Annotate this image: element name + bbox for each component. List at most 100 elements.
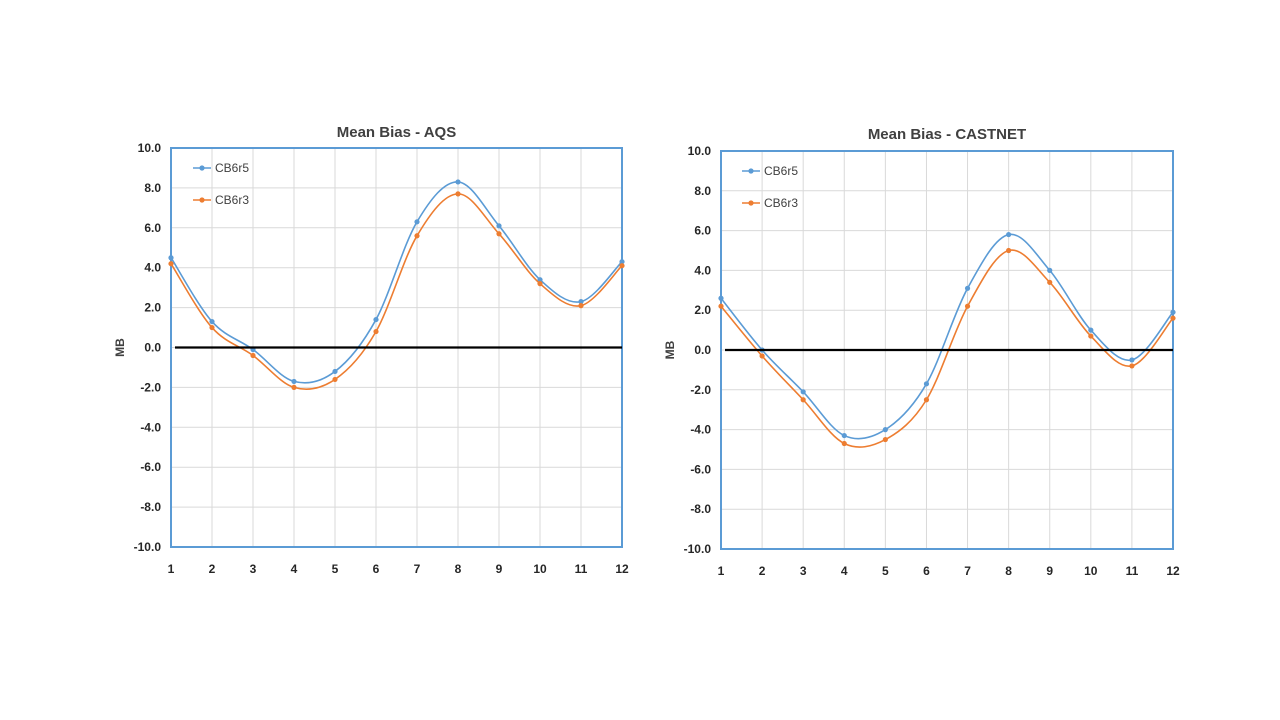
x-tick-label: 10 bbox=[1084, 564, 1098, 578]
y-tick-label: 6.0 bbox=[694, 224, 711, 238]
data-point bbox=[800, 397, 806, 403]
data-point bbox=[578, 299, 584, 305]
data-point bbox=[537, 281, 543, 287]
y-tick-label: 2.0 bbox=[144, 301, 161, 315]
x-tick-label: 9 bbox=[496, 562, 503, 576]
series-line-cb6r5 bbox=[720, 233, 1174, 440]
data-point bbox=[841, 440, 847, 447]
y-tick-label: 10.0 bbox=[688, 144, 712, 158]
y-tick-label: -8.0 bbox=[690, 502, 711, 516]
y-axis-label: MB bbox=[113, 338, 127, 357]
legend-label: CB6r3 bbox=[215, 193, 249, 207]
x-tick-label: 3 bbox=[800, 564, 807, 578]
y-tick-label: -10.0 bbox=[684, 542, 712, 556]
x-tick-label: 11 bbox=[575, 562, 588, 576]
series-cb6r5 bbox=[718, 231, 1176, 440]
data-point bbox=[168, 261, 174, 267]
data-point bbox=[209, 324, 215, 331]
chart-title: Mean Bias - AQS bbox=[337, 124, 456, 141]
x-tick-label: 2 bbox=[209, 562, 216, 576]
data-point bbox=[882, 427, 888, 433]
y-tick-label: 0.0 bbox=[144, 341, 161, 355]
x-tick-label: 9 bbox=[1046, 564, 1053, 578]
data-point bbox=[841, 432, 847, 439]
data-point bbox=[496, 231, 502, 237]
data-point bbox=[209, 318, 215, 325]
data-point bbox=[291, 378, 297, 385]
series-cb6r3 bbox=[718, 247, 1176, 448]
data-point bbox=[455, 191, 461, 197]
y-tick-label: -4.0 bbox=[690, 423, 711, 437]
data-point bbox=[1088, 327, 1094, 333]
data-point bbox=[1129, 357, 1135, 363]
data-point bbox=[537, 277, 543, 283]
y-tick-label: -4.0 bbox=[140, 420, 161, 434]
data-point bbox=[332, 376, 338, 383]
data-point bbox=[455, 179, 461, 185]
y-tick-label: 8.0 bbox=[694, 184, 711, 198]
data-point bbox=[1047, 267, 1053, 273]
legend-swatch-marker bbox=[748, 168, 754, 174]
x-tick-label: 4 bbox=[841, 564, 848, 578]
y-axis-label: MB bbox=[663, 340, 677, 359]
data-point bbox=[414, 233, 420, 239]
data-point bbox=[578, 303, 584, 309]
y-tick-label: -10.0 bbox=[134, 540, 162, 554]
y-tick-label: 8.0 bbox=[144, 181, 161, 195]
x-tick-label: 10 bbox=[533, 562, 547, 576]
data-point bbox=[168, 255, 174, 261]
legend: CB6r5 CB6r3 bbox=[193, 161, 249, 207]
legend-label: CB6r5 bbox=[764, 164, 798, 178]
x-tick-label: 12 bbox=[615, 562, 629, 576]
legend-label: CB6r3 bbox=[764, 196, 798, 210]
legend-label: CB6r5 bbox=[215, 161, 249, 175]
data-point bbox=[800, 389, 806, 395]
legend-swatch-marker bbox=[199, 197, 205, 203]
data-point bbox=[291, 384, 297, 390]
y-tick-label: 2.0 bbox=[694, 303, 711, 317]
y-tick-label: 4.0 bbox=[694, 263, 711, 277]
x-tick-label: 11 bbox=[1126, 564, 1139, 578]
x-tick-label: 7 bbox=[964, 564, 971, 578]
y-tick-label: -6.0 bbox=[140, 460, 161, 474]
y-tick-label: 10.0 bbox=[138, 141, 162, 155]
data-point bbox=[619, 263, 625, 269]
data-point bbox=[759, 353, 765, 359]
data-point bbox=[373, 328, 379, 335]
x-tick-label: 3 bbox=[250, 562, 257, 576]
y-tick-label: -2.0 bbox=[690, 383, 711, 397]
data-point bbox=[1088, 333, 1094, 339]
x-tick-label: 2 bbox=[759, 564, 766, 578]
data-point bbox=[964, 303, 971, 309]
data-point bbox=[332, 368, 338, 375]
y-tick-label: 6.0 bbox=[144, 221, 161, 235]
data-point bbox=[718, 303, 724, 309]
x-tick-label: 6 bbox=[923, 564, 930, 578]
data-point bbox=[718, 295, 724, 301]
data-point bbox=[1129, 363, 1135, 369]
data-point bbox=[250, 352, 256, 359]
y-tick-label: 4.0 bbox=[144, 261, 161, 275]
legend-swatch-marker bbox=[748, 200, 754, 206]
x-tick-label: 6 bbox=[373, 562, 380, 576]
x-tick-label: 5 bbox=[882, 564, 889, 578]
x-tick-label: 1 bbox=[718, 564, 725, 578]
data-point bbox=[619, 259, 625, 265]
data-point bbox=[373, 316, 379, 323]
data-point bbox=[923, 381, 930, 387]
data-point bbox=[1170, 315, 1176, 321]
data-point bbox=[414, 219, 420, 225]
legend-swatch-marker bbox=[199, 165, 205, 171]
x-tick-label: 12 bbox=[1166, 564, 1180, 578]
x-tick-label: 8 bbox=[455, 562, 462, 576]
x-tick-label: 1 bbox=[168, 562, 175, 576]
y-tick-label: -6.0 bbox=[690, 462, 711, 476]
chart-title: Mean Bias - CASTNET bbox=[868, 126, 1026, 143]
data-point bbox=[1170, 309, 1176, 315]
x-tick-label: 5 bbox=[332, 562, 339, 576]
y-tick-label: 0.0 bbox=[694, 343, 711, 357]
x-tick-label: 8 bbox=[1005, 564, 1012, 578]
